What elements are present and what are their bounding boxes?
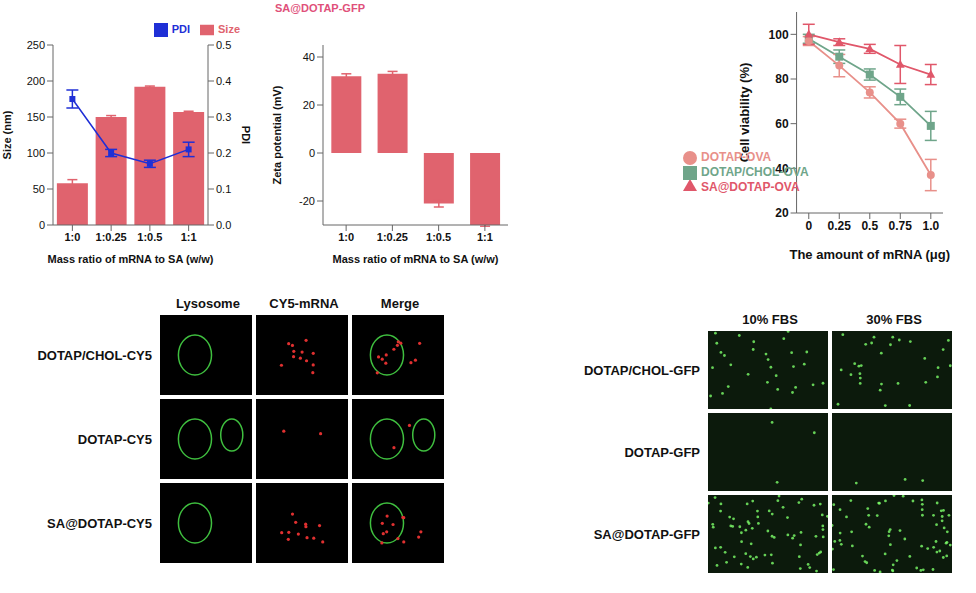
svg-text:0: 0 [39,219,45,231]
svg-text:0: 0 [805,219,812,233]
svg-text:150: 150 [27,111,45,123]
svg-text:250: 250 [27,39,45,51]
svg-text:0: 0 [309,147,315,159]
svg-text:1:0.25: 1:0.25 [96,231,127,243]
svg-text:0.0: 0.0 [216,219,231,231]
svg-text:1.0: 1.0 [922,219,939,233]
svg-text:0.75: 0.75 [889,219,913,233]
svg-text:1:0.5: 1:0.5 [426,231,451,243]
svg-text:20: 20 [303,99,315,111]
svg-text:0.2: 0.2 [216,147,231,159]
svg-text:80: 80 [775,72,789,86]
svg-text:60: 60 [775,117,789,131]
svg-text:1:0: 1:0 [64,231,80,243]
svg-text:1:0.5: 1:0.5 [137,231,162,243]
svg-text:Cell viability (%): Cell viability (%) [737,63,752,163]
svg-text:Size (nm): Size (nm) [1,110,13,159]
svg-text:200: 200 [27,75,45,87]
svg-text:0.5: 0.5 [861,219,878,233]
svg-text:100: 100 [769,28,789,42]
svg-text:-20: -20 [299,195,315,207]
svg-text:Zeta potential (mV): Zeta potential (mV) [271,85,283,184]
svg-text:PDI: PDI [240,126,252,144]
svg-text:40: 40 [775,162,789,176]
svg-text:1:0.25: 1:0.25 [377,231,408,243]
svg-text:40: 40 [303,51,315,63]
svg-text:0.4: 0.4 [216,75,231,87]
svg-text:0.25: 0.25 [828,219,852,233]
svg-text:The amount of mRNA (μg): The amount of mRNA (μg) [789,247,950,262]
svg-text:Mass ratio of mRNA to SA (w/w): Mass ratio of mRNA to SA (w/w) [47,253,213,265]
svg-text:50: 50 [33,183,45,195]
svg-text:0.3: 0.3 [216,111,231,123]
svg-text:1:0: 1:0 [338,231,354,243]
svg-text:0.5: 0.5 [216,39,231,51]
svg-text:1:1: 1:1 [181,231,197,243]
svg-text:0.1: 0.1 [216,183,231,195]
svg-text:100: 100 [27,147,45,159]
svg-text:1:1: 1:1 [477,231,493,243]
svg-text:Mass ratio of mRNA to SA (w/w): Mass ratio of mRNA to SA (w/w) [332,253,498,265]
svg-text:20: 20 [775,206,789,220]
